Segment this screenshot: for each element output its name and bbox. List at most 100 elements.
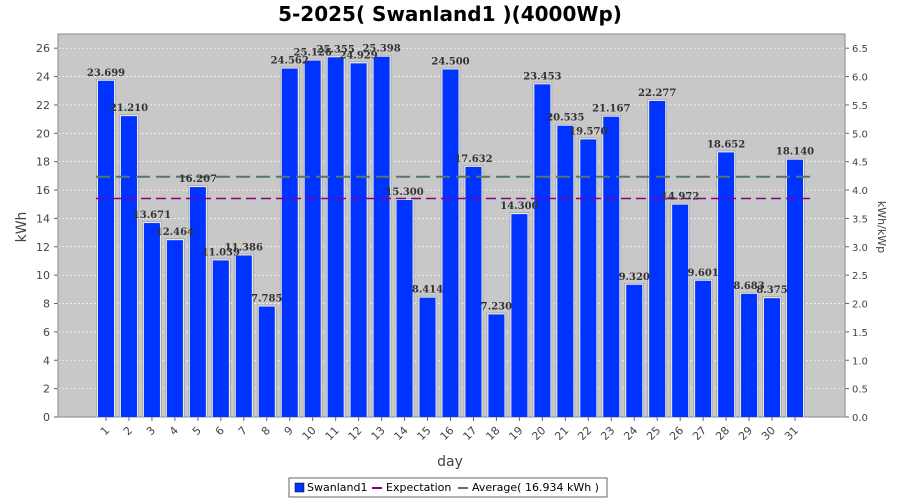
y-axis-label: kWh: [14, 212, 30, 243]
bar: [419, 297, 436, 417]
x-axis-label: day: [437, 454, 463, 470]
y-tick-label: 12: [36, 241, 50, 254]
y-tick-label: 22: [36, 99, 50, 112]
data-label: 11.386: [225, 242, 263, 253]
data-label: 15.300: [385, 187, 423, 198]
y-right-tick-label: 2.0: [852, 300, 868, 311]
bar: [764, 298, 781, 417]
data-labels: 23.699 21.210 13.671 12.464 16.207 11.03911.3…: [87, 44, 814, 313]
data-label: 22.277: [638, 88, 676, 99]
x-tick-label: 26: [667, 424, 686, 443]
data-label: 9.320: [619, 272, 650, 283]
bar: [511, 214, 528, 417]
y-tick-label: 8: [43, 298, 50, 311]
data-label: 13.671: [133, 210, 171, 221]
x-tick-label: 23: [598, 424, 617, 443]
bar: [442, 69, 459, 418]
x-tick-label: 21: [552, 424, 571, 443]
data-label: 21.210: [110, 103, 148, 114]
data-label: 8.375: [756, 285, 787, 296]
bar: [626, 284, 643, 417]
legend-label-expectation: Expectation: [386, 481, 451, 494]
legend-label-average: Average( 16.934 kWh ): [472, 481, 599, 494]
y-tick-label: 14: [36, 212, 50, 225]
x-tick-label: 1: [98, 424, 112, 438]
data-label: 14.972: [661, 192, 699, 203]
data-label: 14.300: [500, 201, 538, 212]
y-tick-label: 2: [43, 383, 50, 396]
bar: [718, 152, 735, 418]
data-label: 23.699: [87, 68, 125, 79]
y-axis-right: 0.0 0.5 1.0 1.5 2.0 2.5 3.0 3.5 4.0 4.5 5.0 5.5 6.0 6…: [845, 44, 868, 424]
bar: [281, 68, 298, 417]
data-label: 9.601: [687, 268, 718, 279]
legend-swatch-swanland1: [294, 482, 305, 493]
x-tick-label: 10: [300, 424, 319, 443]
x-tick-label: 12: [346, 424, 365, 443]
bar: [212, 260, 229, 417]
x-tick-label: 6: [213, 424, 227, 438]
x-tick-label: 15: [415, 424, 434, 443]
legend-label-swanland1: Swanland1: [307, 481, 367, 494]
x-tick-label: 3: [144, 424, 158, 438]
x-tick-label: 7: [236, 424, 250, 438]
bar: [258, 306, 275, 417]
x-tick-label: 25: [644, 424, 663, 443]
bar: [534, 84, 551, 417]
chart-title: 5-2025( Swanland1 )(4000Wp): [278, 2, 622, 26]
bar: [327, 57, 344, 418]
y-right-tick-label: 6.5: [852, 44, 868, 55]
bar: [235, 255, 252, 417]
data-label: 7.785: [251, 294, 282, 305]
bar: [695, 280, 712, 417]
y-right-tick-label: 4.5: [852, 158, 868, 169]
data-label: 25.398: [362, 44, 400, 55]
y-right-tick-label: 5.0: [852, 129, 868, 140]
y-right-tick-label: 6.0: [852, 73, 868, 84]
y-right-tick-label: 1.5: [852, 328, 868, 339]
y-right-tick-label: 3.0: [852, 243, 868, 254]
y-right-tick-label: 3.5: [852, 214, 868, 225]
bar: [373, 56, 390, 417]
bar: [396, 199, 413, 417]
x-tick-label: 14: [392, 424, 411, 443]
bar: [603, 116, 620, 417]
bar: [557, 125, 574, 418]
x-tick-label: 11: [323, 424, 342, 443]
x-tick-label: 29: [736, 424, 755, 443]
x-axis: 1 2 3 4 5 6 7 8 9 10 11 12 13 14 15 16 17 18 19 20 21 22 23 24 2…: [98, 417, 801, 443]
data-label: 25.355: [317, 44, 355, 55]
data-label: 21.167: [592, 104, 630, 115]
bars: [96, 54, 805, 418]
y-right-tick-label: 0.5: [852, 385, 868, 396]
data-label: 16.207: [179, 174, 217, 185]
data-label: 7.230: [481, 301, 512, 312]
x-tick-label: 22: [575, 424, 594, 443]
legend: Swanland1 Expectation Average( 16.934 kW…: [288, 477, 608, 498]
x-tick-label: 16: [438, 424, 457, 443]
y-right-tick-label: 0.0: [852, 413, 868, 424]
data-label: 11.039: [202, 247, 240, 258]
bar: [120, 116, 137, 417]
bar: [304, 60, 321, 417]
y-axis-right-label: kWh/kWp: [875, 201, 888, 253]
x-tick-label: 9: [282, 424, 296, 438]
bar: [649, 100, 666, 417]
bar: [787, 159, 803, 418]
y-tick-label: 4: [43, 354, 50, 367]
y-tick-label: 24: [36, 71, 50, 84]
x-tick-label: 20: [529, 424, 548, 443]
x-tick-label: 19: [506, 424, 525, 443]
data-label: 8.683: [733, 281, 764, 292]
bar: [98, 80, 114, 418]
y-right-tick-label: 2.5: [852, 271, 868, 282]
x-tick-label: 8: [259, 424, 273, 438]
y-tick-label: 6: [43, 326, 50, 339]
bar: [350, 63, 367, 418]
bar: [143, 223, 160, 417]
x-tick-label: 5: [190, 424, 204, 438]
bar: [189, 187, 206, 417]
y-tick-label: 16: [36, 184, 50, 197]
